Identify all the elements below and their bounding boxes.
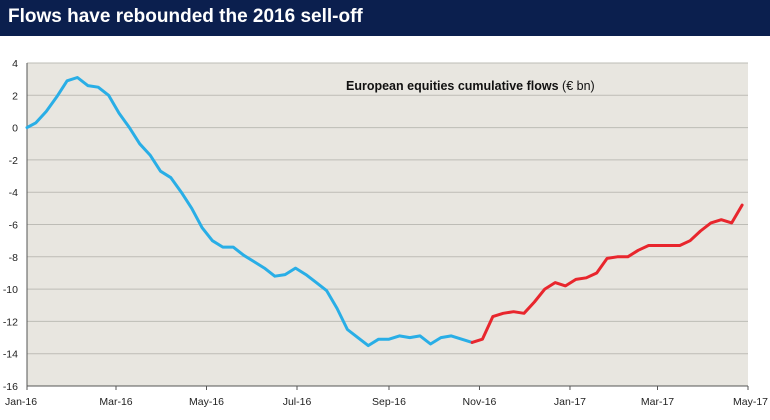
y-tick-label: -4 xyxy=(9,187,18,199)
x-tick-label: May-17 xyxy=(733,396,768,408)
y-tick-label: 4 xyxy=(12,58,18,70)
x-tick-label: Sep-16 xyxy=(372,396,406,408)
chart-header-title: Flows have rebounded the 2016 sell-off xyxy=(8,6,363,27)
y-tick-label: -14 xyxy=(3,349,18,361)
x-tick-label: May-16 xyxy=(189,396,224,408)
y-tick-label: -6 xyxy=(9,220,18,232)
x-tick-label: Jan-17 xyxy=(554,396,586,408)
y-tick-label: -16 xyxy=(3,381,18,393)
y-tick-labels: 4 2 0 -2 -4 -6 -8 -10 -12 -14 -16 xyxy=(3,58,18,393)
series-line-red xyxy=(470,203,744,344)
y-tick-label: -12 xyxy=(3,316,18,328)
x-tick-label: Nov-16 xyxy=(463,396,497,408)
y-tick-label: -2 xyxy=(9,155,18,167)
x-tick-label: Jan-16 xyxy=(5,396,37,408)
chart-annotation: European equities cumulative flows (€ bn… xyxy=(346,79,595,93)
x-tick-labels: Jan-16 Mar-16 May-16 Jul-16 Sep-16 Nov-16 Jan-… xyxy=(5,386,768,408)
x-tick-label: Mar-16 xyxy=(99,396,132,408)
y-tick-label: 0 xyxy=(12,123,18,135)
line-chart: 4 2 0 -2 -4 -6 -8 -10 -12 -14 -16 Jan-16 Mar-16 May-… xyxy=(3,58,768,408)
chart-header-bar: Flows have rebounded the 2016 sell-off xyxy=(0,0,770,36)
x-tick-label: Jul-16 xyxy=(283,396,312,408)
series-lines xyxy=(25,76,744,348)
annotation-bold-text: European equities cumulative flows xyxy=(346,79,559,93)
y-tick-label: 2 xyxy=(12,90,18,102)
y-tick-label: -8 xyxy=(9,252,18,264)
x-tick-label: Mar-17 xyxy=(641,396,674,408)
series-line-blue xyxy=(25,76,474,348)
annotation-unit-text: (€ bn) xyxy=(559,79,595,93)
y-tick-label: -10 xyxy=(3,284,18,296)
